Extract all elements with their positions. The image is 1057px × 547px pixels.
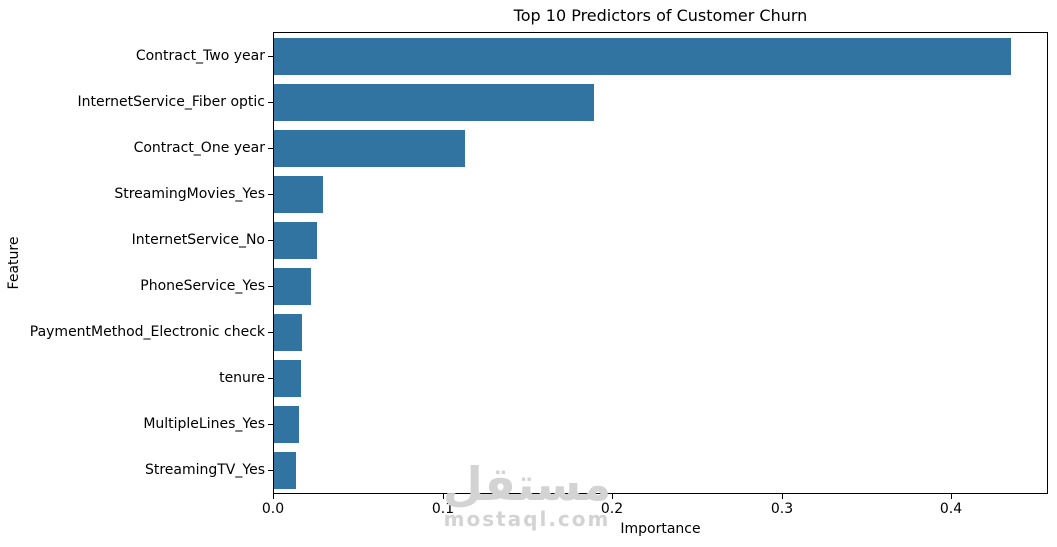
y-tick-label: PaymentMethod_Electronic check [29, 324, 265, 340]
y-tick-mark [268, 240, 273, 241]
y-tick-label: InternetService_No [131, 232, 265, 248]
bar [274, 129, 465, 167]
x-tick-label: 0.2 [600, 501, 624, 517]
x-tick-label: 0.0 [261, 501, 285, 517]
y-tick-label: PhoneService_Yes [140, 278, 265, 294]
y-tick-mark [268, 332, 273, 333]
bar [274, 221, 317, 259]
x-tick-mark [782, 494, 783, 499]
y-tick-label: Contract_Two year [135, 48, 265, 64]
bar [274, 37, 1011, 75]
x-tick-mark [443, 494, 444, 499]
y-tick-mark [268, 194, 273, 195]
bar [274, 405, 299, 443]
x-tick-label: 0.1 [431, 501, 455, 517]
x-tick-label: 0.3 [770, 501, 794, 517]
y-tick-mark [268, 102, 273, 103]
y-tick-mark [268, 286, 273, 287]
y-tick-mark [268, 470, 273, 471]
plot-area [273, 32, 1048, 494]
y-tick-mark [268, 378, 273, 379]
x-axis-label: Importance [620, 521, 701, 537]
bar [274, 451, 296, 489]
bar [274, 313, 302, 351]
x-tick-mark [612, 494, 613, 499]
chart-title: Top 10 Predictors of Customer Churn [513, 6, 808, 25]
x-tick-mark [273, 494, 274, 499]
bar [274, 267, 311, 305]
y-tick-label: Contract_One year [133, 140, 265, 156]
bar [274, 175, 323, 213]
bar [274, 359, 301, 397]
x-tick-label: 0.4 [939, 501, 963, 517]
y-tick-label: InternetService_Fiber optic [77, 94, 266, 110]
y-tick-mark [268, 424, 273, 425]
x-tick-mark [951, 494, 952, 499]
y-tick-label: StreamingTV_Yes [144, 462, 265, 478]
y-tick-label: StreamingMovies_Yes [114, 186, 265, 202]
y-tick-mark [268, 148, 273, 149]
bar [274, 83, 594, 121]
y-tick-label: tenure [219, 370, 265, 386]
y-tick-label: MultipleLines_Yes [143, 416, 265, 432]
y-tick-mark [268, 56, 273, 57]
